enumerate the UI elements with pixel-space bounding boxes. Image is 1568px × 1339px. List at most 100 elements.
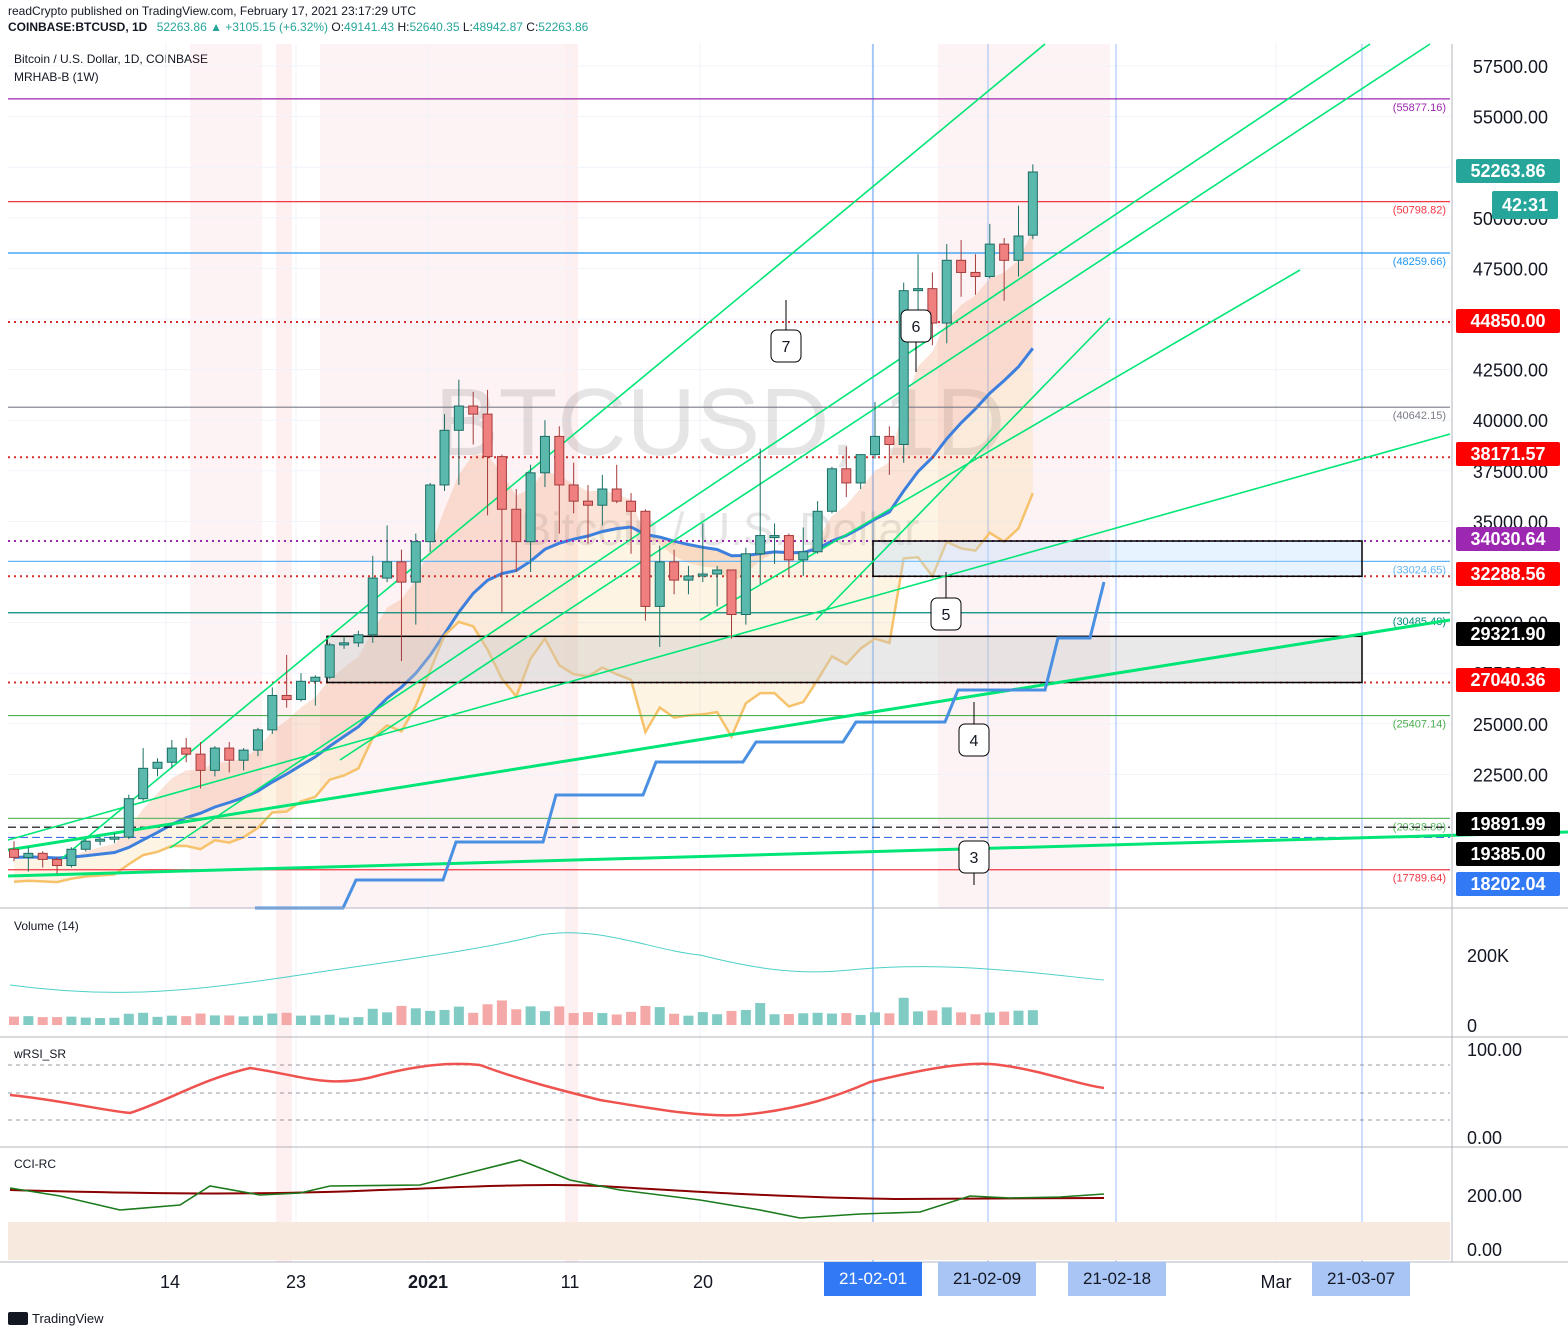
candle-body (539, 435, 550, 474)
price-badge: 34030.64 (1456, 527, 1560, 551)
price-badge: 29321.90 (1456, 622, 1560, 646)
trend-line-1 (7, 618, 1451, 852)
candle-body (1027, 171, 1038, 236)
candle (367, 555, 378, 643)
candle (970, 254, 981, 295)
rsi-line (9, 1062, 1105, 1117)
candle (1027, 164, 1038, 240)
cci-band (8, 1222, 1450, 1260)
callout-box (958, 723, 990, 757)
volume-bar (209, 1015, 220, 1025)
candle-body (626, 500, 637, 512)
candle-body (339, 642, 350, 646)
close: 52263.86 (538, 20, 589, 34)
candle (66, 847, 77, 868)
candle-body (798, 551, 809, 561)
candle (654, 545, 665, 647)
candle (956, 240, 967, 297)
candle-body (511, 508, 522, 543)
volume-bar (525, 1006, 536, 1025)
shade-strip-0 (276, 44, 292, 1262)
candle-body (941, 259, 952, 324)
candle-body (525, 472, 536, 543)
volume-tick: 0 (1467, 1016, 1477, 1036)
price-badge: 19385.00 (1456, 842, 1560, 866)
volume-bar (339, 1017, 350, 1025)
volume-bar (826, 1013, 837, 1025)
candle (238, 748, 249, 771)
candle-body (769, 535, 780, 539)
candle (296, 673, 306, 702)
candle-body (726, 569, 737, 616)
candle-body (898, 290, 909, 445)
volume-bar (195, 1013, 206, 1025)
price-tick: 25000.00 (1473, 715, 1548, 735)
low: 48942.87 (472, 20, 523, 34)
volume-bar (382, 1012, 393, 1025)
candle (439, 414, 450, 492)
callout-5: 5 (930, 572, 962, 631)
candle (95, 837, 106, 846)
volume-bar (138, 1012, 149, 1025)
volume-bar (453, 1006, 464, 1025)
volume-bar (626, 1011, 637, 1025)
candle (870, 401, 880, 459)
volume-bar (123, 1013, 134, 1025)
candle (927, 272, 938, 346)
volume-bar (511, 1009, 522, 1025)
candle (224, 742, 235, 773)
candle (396, 549, 407, 662)
shade-strip-1 (565, 44, 578, 1262)
candle (812, 501, 823, 554)
zone-box-upper (872, 540, 1363, 578)
volume-bar (611, 1014, 622, 1025)
candle (123, 794, 134, 840)
candle-body (95, 838, 106, 842)
candle-body (999, 243, 1010, 261)
candle (181, 737, 192, 763)
volume-bar (927, 1010, 938, 1025)
candle-body (884, 435, 895, 445)
volume-bar (798, 1013, 809, 1025)
callout-box (930, 597, 962, 631)
close-label: C: (526, 20, 539, 34)
callout-label: 7 (782, 339, 791, 356)
volume-bar (482, 1004, 493, 1025)
volume-bar (324, 1014, 335, 1025)
level-label: (25407.14) (1393, 719, 1446, 731)
price-badge: 52263.86 (1456, 159, 1560, 183)
price-axis: 57500.0055000.0052500.0050000.0047500.00… (1467, 57, 1548, 1260)
volume-bar (568, 1013, 579, 1025)
volume-bar (439, 1009, 450, 1025)
candle (726, 569, 737, 639)
candle-body (281, 694, 292, 701)
candle-body (410, 541, 421, 583)
volume-bar (496, 1000, 507, 1025)
candle (611, 464, 622, 504)
candle (281, 654, 292, 708)
volume-bar (1013, 1010, 1024, 1025)
time-label: 11 (561, 1272, 580, 1292)
price-badge: 32288.56 (1456, 562, 1560, 586)
price-badge: 18202.04 (1456, 872, 1560, 896)
candle (37, 851, 48, 868)
callout-label: 4 (970, 733, 979, 750)
volume-bar (353, 1017, 364, 1025)
volume-bar (37, 1017, 48, 1025)
volume-bar (252, 1015, 263, 1025)
time-label: Mar (1261, 1272, 1292, 1292)
trend-line-3 (59, 43, 1046, 861)
volume-bar (683, 1015, 694, 1025)
candle (152, 758, 163, 777)
instrument-title: Bitcoin / U.S. Dollar, 1D, COINBASE (14, 52, 209, 66)
volume-bar (396, 1005, 407, 1025)
footer: TradingView (8, 1311, 104, 1326)
high: 52640.35 (409, 20, 460, 34)
volume-bar (152, 1016, 163, 1025)
candle-body (195, 753, 206, 771)
candle (640, 509, 651, 621)
volume-bar (224, 1015, 235, 1025)
candle-body (783, 535, 794, 561)
volume-bar (740, 1009, 751, 1025)
